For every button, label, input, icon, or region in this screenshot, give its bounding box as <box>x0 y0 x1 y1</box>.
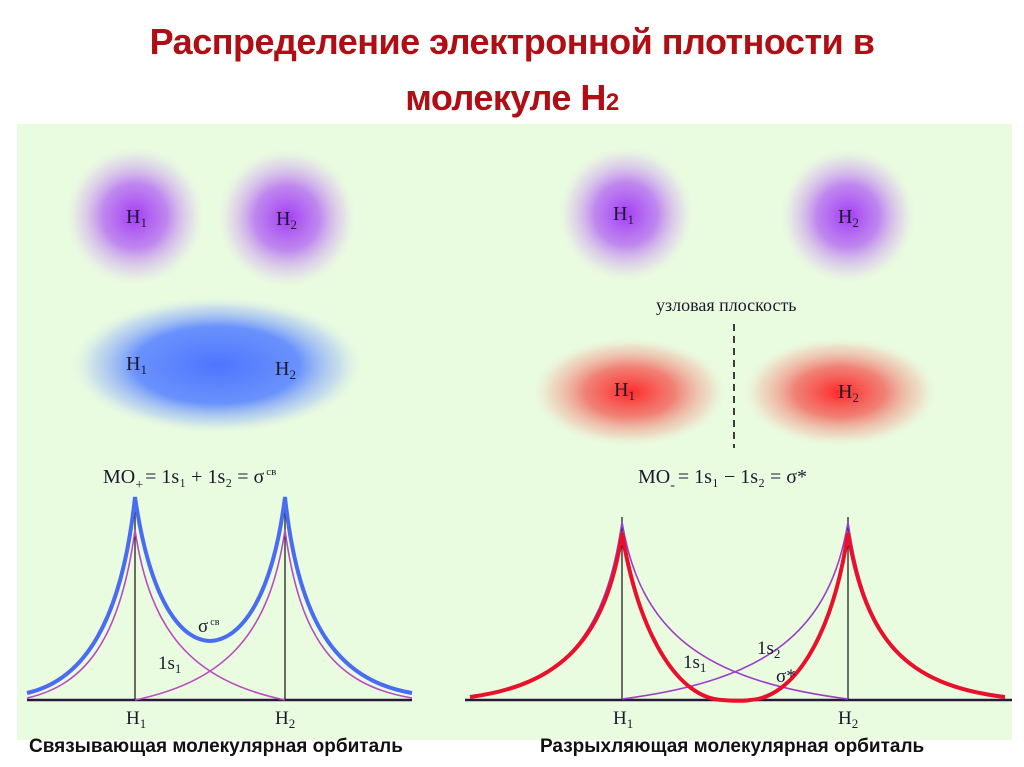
h2-label-antibonding: H2 <box>838 381 859 405</box>
left-axis-h1: H1 <box>126 708 146 731</box>
antibonding-equation: MO- = 1s₁ − 1s₂ = σ* <box>638 466 807 493</box>
h1-label-bonding: H1 <box>126 353 147 377</box>
h1-label-top-right: H1 <box>613 203 634 227</box>
antibonding-lobe-h2 <box>740 336 940 448</box>
ao-1s2-curve <box>134 529 413 701</box>
ao-1s1-curve <box>26 529 286 701</box>
sigma-antibonding-curve <box>469 532 1006 703</box>
h2-label-top-right: H2 <box>838 206 859 230</box>
right-axis-h2: H2 <box>838 708 858 731</box>
bonding-cloud-shape <box>67 295 367 435</box>
bonding-density-plot: σ св 1s1 H1 H2 <box>26 496 413 731</box>
bonding-cloud: H1 H2 <box>67 295 367 435</box>
left-atomic-orbitals: H1 H2 <box>63 144 359 290</box>
ao-1s2-curve-right <box>621 521 1006 700</box>
nodal-plane-label: узловая плоскость <box>656 295 797 315</box>
antibonding-cloud: H1 H2 <box>530 336 940 448</box>
ao-1s1-label-right: 1s1 <box>683 652 706 675</box>
right-atomic-orbitals: H1 H2 <box>556 144 918 286</box>
sigma-bonding-label: σ св <box>198 616 220 637</box>
h1-label-top-left: H1 <box>126 206 147 230</box>
ao-1s2-label-right: 1s2 <box>757 638 780 661</box>
h1-label-antibonding: H1 <box>614 379 635 403</box>
h1-atomic-cloud-right <box>556 144 696 284</box>
h2-label-top-left: H2 <box>276 208 297 232</box>
title-line-1: Распределение электронной плотности в <box>149 21 875 62</box>
title-line-2: молекуле H2 <box>405 77 619 118</box>
ao-1s1-label-left: 1s1 <box>158 653 181 676</box>
right-axis-h1: H1 <box>613 708 633 731</box>
antibonding-caption: Разрыхляющая молекулярная орбиталь <box>540 736 925 757</box>
h2-atomic-cloud <box>215 146 359 290</box>
antibonding-lobe-h1 <box>530 336 730 448</box>
h2-atomic-cloud-right <box>778 146 918 286</box>
h1-atomic-cloud <box>63 144 207 288</box>
sigma-bonding-curve <box>26 496 413 695</box>
sigma-antibonding-label: σ* <box>776 666 796 687</box>
left-axis-h2: H2 <box>275 708 295 731</box>
bonding-equation: MO+ = 1s₁ + 1s₂ = σ св <box>103 466 276 493</box>
slide-title: Распределение электронной плотности в мо… <box>0 14 1024 131</box>
h2-label-bonding: H2 <box>275 358 296 382</box>
antibonding-density-plot: 1s1 1s2 σ* H1 H2 <box>465 517 1012 731</box>
bonding-caption: Связывающая молекулярная орбиталь <box>29 736 403 757</box>
